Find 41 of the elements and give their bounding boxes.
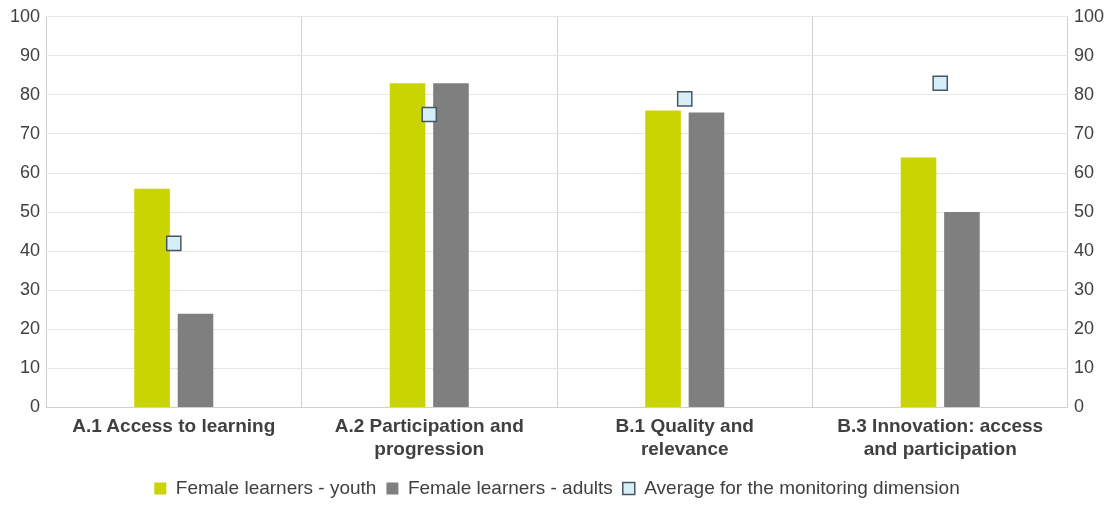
y2-tick-label: 60 xyxy=(1073,162,1094,183)
bar xyxy=(688,112,725,407)
y2-tick-label: 10 xyxy=(1073,357,1094,378)
bar xyxy=(944,212,980,407)
y2-tick-label: 40 xyxy=(1073,240,1094,261)
bar xyxy=(177,313,214,407)
y-tick-label: 100 xyxy=(9,5,41,26)
y-tick-label: 90 xyxy=(20,44,41,65)
y2-tick-label: 30 xyxy=(1073,279,1094,300)
bar xyxy=(900,157,937,407)
x-tick-label: A.2 Participation and progression xyxy=(334,415,524,459)
y-tick-label: 50 xyxy=(20,201,41,222)
bar xyxy=(134,188,170,407)
y2-tick-label: 80 xyxy=(1073,83,1094,104)
point xyxy=(165,235,182,252)
bar xyxy=(389,83,426,407)
y2-tick-label: 100 xyxy=(1073,5,1105,26)
y2-tick-label: 0 xyxy=(1073,396,1084,417)
y2-tick-label: 90 xyxy=(1073,44,1094,65)
y-tick-label: 20 xyxy=(20,318,41,339)
legend-label: Average for the monitoring dimension xyxy=(644,476,960,498)
y2-tick-label: 50 xyxy=(1073,201,1094,222)
legend-label: Female learners - adults xyxy=(407,476,613,498)
y-tick-label: 10 xyxy=(20,357,41,378)
y-tick-label: 70 xyxy=(20,122,41,143)
y-tick-label: 60 xyxy=(20,162,41,183)
y2-tick-label: 20 xyxy=(1073,318,1094,339)
y-tick-label: 40 xyxy=(20,240,41,261)
x-tick-label: B.1 Quality and relevance xyxy=(615,415,754,459)
point xyxy=(932,75,949,92)
y-tick-label: 0 xyxy=(30,396,41,417)
x-tick-label: A.1 Access to learning xyxy=(72,415,276,437)
bar xyxy=(645,110,681,407)
bar xyxy=(433,83,469,407)
legend-label: Female learners - youth xyxy=(175,476,377,498)
y2-tick-label: 70 xyxy=(1073,122,1094,143)
y-tick-label: 30 xyxy=(20,279,41,300)
point xyxy=(676,91,693,107)
x-tick-label: B.3 Innovation: access and participation xyxy=(837,415,1044,459)
y-tick-label: 80 xyxy=(20,83,41,104)
point xyxy=(421,106,438,123)
